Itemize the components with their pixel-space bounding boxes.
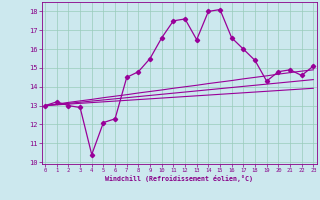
X-axis label: Windchill (Refroidissement éolien,°C): Windchill (Refroidissement éolien,°C) bbox=[105, 175, 253, 182]
